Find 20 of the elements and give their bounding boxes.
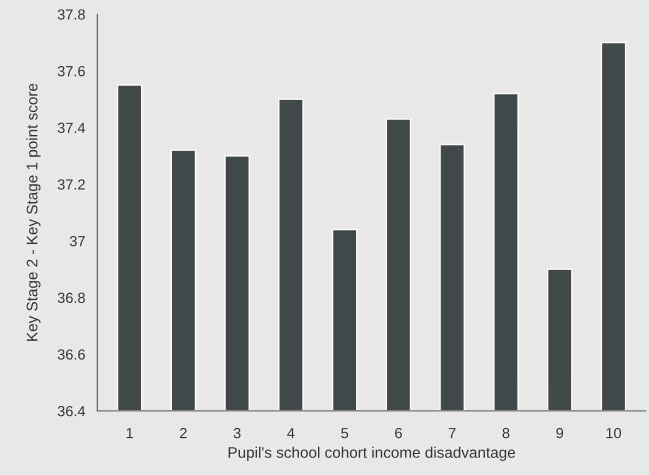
y-tick-label: 36.8 <box>58 292 85 303</box>
y-tick-label: 37 <box>70 236 85 246</box>
y-tick-label: 37.6 <box>58 66 85 76</box>
y-tick-label: 36.4 <box>58 406 86 416</box>
y-tick-label: 37.2 <box>58 179 85 190</box>
x-tick-label: 8 <box>502 428 510 438</box>
y-tick-label: 37.4 <box>58 122 86 133</box>
x-tick-label: 2 <box>180 428 187 438</box>
x-tick-label: 5 <box>341 428 348 438</box>
x-tick-label: 7 <box>448 428 456 438</box>
x-tick-label: 1 <box>126 428 133 438</box>
y-axis-title: Key Stage 2 - Key Stage 1 point score <box>26 84 40 341</box>
x-tick-label: 9 <box>556 428 564 438</box>
x-tick-label: 10 <box>606 428 622 438</box>
x-tick-label: 4 <box>287 428 295 438</box>
x-tick-label: 3 <box>234 428 241 438</box>
y-tick-label: 36.6 <box>58 349 85 360</box>
x-tick-label: 6 <box>395 428 402 438</box>
x-axis-title: Pupil's school cohort income disadvantage <box>228 446 516 461</box>
y-tick-label: 37.8 <box>58 9 85 20</box>
